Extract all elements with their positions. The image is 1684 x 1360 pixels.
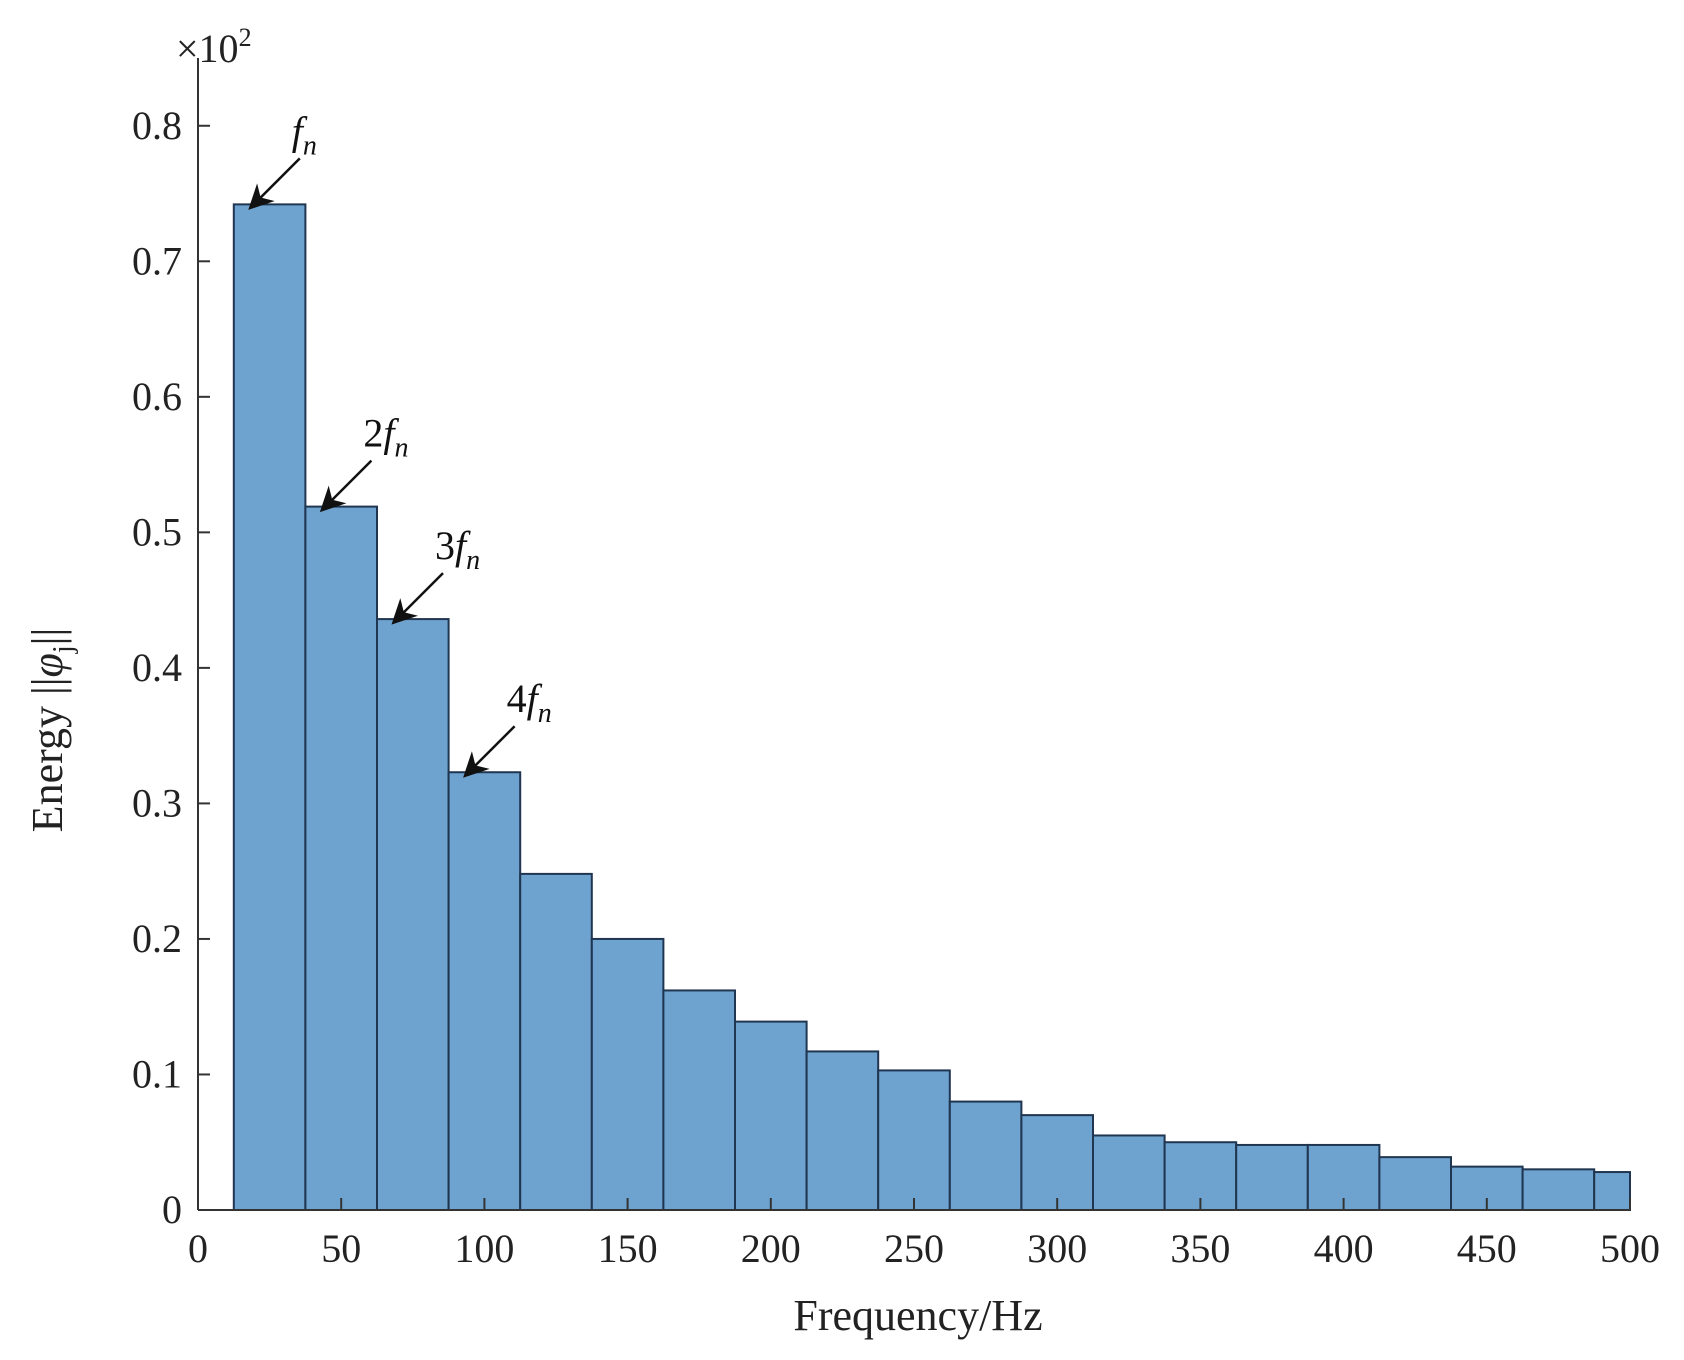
y-axis-multiplier: ×102 [176,23,252,71]
bar-225hz [805,1050,880,1211]
y-tick-label-0.3: 0.3 [132,780,182,825]
x-tick-label-100: 100 [454,1226,514,1271]
annotation-label-2: 2fn [363,411,408,464]
bar-375hz [1235,1143,1309,1212]
y-tick-label-0.4: 0.4 [132,645,182,690]
y-axis-title: Energy ||φj|| [23,628,79,833]
x-tick-label-250: 250 [884,1226,944,1271]
x-tick-label-200: 200 [741,1226,801,1271]
bar-475hz [1521,1168,1596,1212]
bar-25hz [232,203,307,1211]
y-tick-label-0.8: 0.8 [132,103,182,148]
bar-275hz [948,1100,1023,1211]
annotation-label-3: 3fn [435,523,480,576]
bar-425hz [1378,1156,1453,1212]
annotation-arrow-1 [248,157,301,210]
annotation-label-4: 4fn [507,676,552,729]
bar-75hz [376,618,450,1211]
y-tick-label-0.7: 0.7 [132,238,182,283]
x-axis-title: Frequency/Hz [793,1291,1042,1340]
bar-100hz [447,771,522,1211]
multiplier-prefix: ×10 [176,26,239,71]
bar-300hz [1020,1114,1095,1211]
bars-group [232,203,1631,1212]
y-axis-title-end: || [23,628,72,646]
y-tick-label-0.1: 0.1 [132,1051,182,1096]
y-axis-title-symbol: φ [23,653,72,677]
x-tick-label-150: 150 [598,1226,658,1271]
y-tick-label-0.2: 0.2 [132,916,182,961]
bar-325hz [1092,1134,1166,1212]
bar-125hz [519,872,593,1212]
bar-50hz [304,505,378,1211]
bar-250hz [877,1069,951,1211]
bar-150hz [590,937,665,1211]
x-tick-label-0: 0 [188,1226,208,1271]
annotations-group: fn 2fn 3fn 4fn [248,108,552,778]
x-tick-label-50: 50 [321,1226,361,1271]
y-axis-title-subscript: j [48,645,79,654]
x-tick-label-400: 400 [1314,1226,1374,1271]
ticks-group: 0 50 100 150 200 250 300 350 400 450 500 0 0.1 0.2 0.3… [132,103,1660,1271]
bar-200hz [734,1020,808,1212]
bar-500hz [1593,1171,1631,1211]
x-tick-label-350: 350 [1170,1226,1230,1271]
y-tick-label-0: 0 [162,1187,182,1232]
y-axis-title-main: Energy || [23,677,72,832]
annotation-arrow-4 [463,725,516,778]
y-tick-label-0.5: 0.5 [132,509,182,554]
annotation-arrow-2 [319,459,373,513]
annotation-arrow-3 [391,572,444,625]
bar-175hz [662,989,737,1212]
y-tick-label-0.6: 0.6 [132,374,182,419]
x-tick-label-300: 300 [1027,1226,1087,1271]
x-tick-label-500: 500 [1600,1226,1660,1271]
annotation-label-1: fn [292,108,317,161]
multiplier-exponent: 2 [239,23,252,52]
x-tick-label-450: 450 [1457,1226,1517,1271]
